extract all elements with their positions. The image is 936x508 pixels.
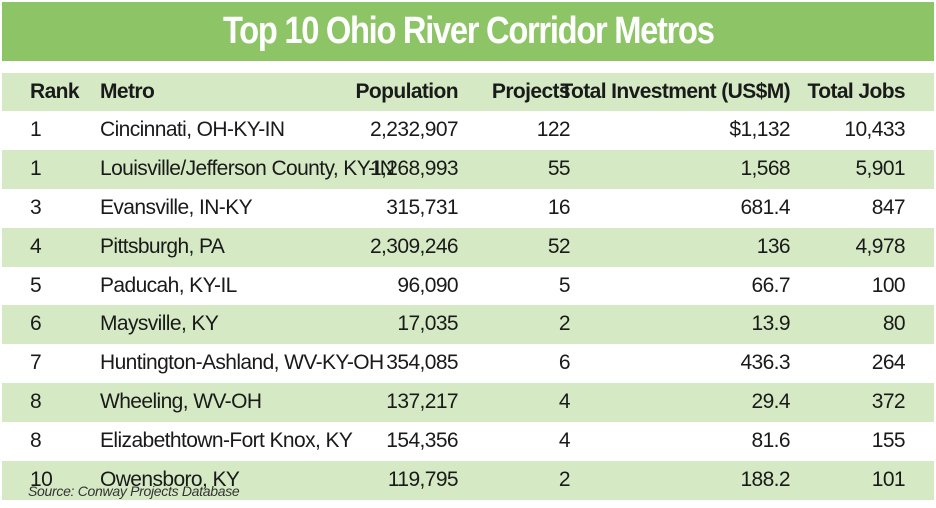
cell-jobs: 4,978 — [855, 234, 905, 258]
cell-population: 96,090 — [397, 273, 458, 297]
cell-rank: 4 — [30, 234, 42, 258]
cell-population: 1,268,993 — [369, 156, 459, 180]
cell-investment: 436.3 — [740, 351, 790, 375]
cell-investment: 188.2 — [740, 468, 790, 492]
cell-projects: 4 — [558, 390, 571, 414]
cell-jobs: 5,901 — [855, 156, 905, 180]
cell-jobs: 847 — [871, 195, 906, 219]
table-row: 1 Louisville/Jefferson County, KY-IN 1,2… — [2, 149, 934, 189]
cell-investment: $1,132 — [729, 118, 790, 141]
table-row: 5 Paducah, KY-IL 96,090 5 66.7 100 — [2, 267, 934, 306]
cell-metro: Pittsburgh, PA — [100, 234, 225, 258]
cell-investment: 29.4 — [751, 390, 791, 414]
cell-jobs: 100 — [871, 273, 906, 297]
header-projects: Projects — [491, 80, 571, 103]
cell-population: 354,085 — [386, 351, 458, 375]
cell-metro: Elizabethtown-Fort Knox, KY — [100, 429, 353, 453]
metros-table: Rank Metro Population Projects Total Inv… — [2, 73, 934, 500]
cell-investment: 13.9 — [751, 312, 791, 336]
cell-rank: 1 — [30, 156, 42, 180]
cell-population: 17,035 — [397, 312, 458, 336]
table-row: 10 Owensboro, KY 119,795 2 188.2 101 — [2, 461, 934, 500]
table-row: 3 Evansville, IN-KY 315,731 16 681.4 847 — [2, 189, 934, 228]
table-row: 8 Elizabethtown-Fort Knox, KY 154,356 4 … — [2, 422, 934, 461]
cell-rank: 6 — [30, 312, 42, 336]
cell-investment: 66.7 — [751, 273, 791, 297]
cell-rank: 7 — [30, 351, 42, 375]
cell-population: 2,232,907 — [369, 118, 459, 141]
cell-rank: 1 — [30, 118, 42, 141]
cell-metro: Louisville/Jefferson County, KY-IN — [100, 156, 395, 180]
table-row: 8 Wheeling, WV-OH 137,217 4 29.4 372 — [2, 383, 934, 423]
header-population: Population — [355, 80, 459, 103]
cell-projects: 4 — [558, 429, 571, 453]
cell-rank: 8 — [30, 429, 42, 453]
table-row: 1 Cincinnati, OH-KY-IN 2,232,907 122 $1,… — [2, 111, 934, 150]
cell-population: 119,795 — [387, 468, 459, 492]
cell-projects: 2 — [558, 312, 571, 336]
cell-metro: Owensboro, KY — [100, 468, 240, 492]
cell-projects: 122 — [536, 118, 571, 141]
source-note: Source: Conway Projects Database — [28, 483, 240, 499]
header-jobs: Total Jobs — [807, 80, 906, 103]
cell-population: 315,731 — [386, 195, 458, 219]
cell-jobs: 10,433 — [844, 118, 905, 141]
cell-investment: 1,568 — [740, 156, 790, 180]
cell-population: 2,309,246 — [369, 234, 459, 258]
cell-jobs: 80 — [882, 312, 906, 336]
cell-investment: 681.4 — [740, 195, 790, 219]
cell-rank: 8 — [30, 390, 42, 414]
cell-rank: 3 — [30, 195, 42, 219]
cell-investment: 136 — [756, 234, 791, 258]
cell-investment: 81.6 — [751, 429, 791, 453]
cell-jobs: 101 — [871, 468, 906, 492]
cell-projects: 52 — [547, 234, 571, 258]
cell-jobs: 372 — [871, 390, 906, 414]
header-investment: Total Investment (US$M) — [560, 80, 790, 103]
cell-rank: 5 — [30, 273, 42, 297]
table-row: 6 Maysville, KY 17,035 2 13.9 80 — [2, 305, 934, 345]
cell-projects: 5 — [558, 273, 571, 297]
table-row: 4 Pittsburgh, PA 2,309,246 52 136 4,978 — [2, 227, 934, 267]
cell-projects: 55 — [547, 156, 571, 180]
page-title: Top 10 Ohio River Corridor Metros — [222, 10, 715, 52]
cell-metro: Paducah, KY-IL — [100, 273, 237, 297]
cell-metro: Wheeling, WV-OH — [100, 390, 262, 414]
cell-metro: Evansville, IN-KY — [100, 195, 253, 219]
cell-metro: Huntington-Ashland, WV-KY-OH — [100, 351, 384, 375]
cell-projects: 16 — [547, 195, 571, 219]
table-row: 7 Huntington-Ashland, WV-KY-OH 354,085 6… — [2, 344, 934, 383]
cell-jobs: 264 — [871, 351, 906, 375]
cell-population: 154,356 — [386, 429, 458, 453]
cell-rank: 10 — [30, 468, 53, 492]
title-banner: Top 10 Ohio River Corridor Metros — [2, 2, 934, 61]
cell-metro: Cincinnati, OH-KY-IN — [100, 118, 285, 141]
cell-metro: Maysville, KY — [100, 312, 219, 336]
cell-projects: 2 — [558, 468, 571, 492]
cell-projects: 6 — [558, 351, 571, 375]
header-metro: Metro — [100, 80, 155, 103]
cell-population: 137,217 — [386, 390, 458, 414]
table-header-row: Rank Metro Population Projects Total Inv… — [2, 73, 934, 111]
cell-jobs: 155 — [871, 429, 906, 453]
header-rank: Rank — [30, 80, 80, 103]
